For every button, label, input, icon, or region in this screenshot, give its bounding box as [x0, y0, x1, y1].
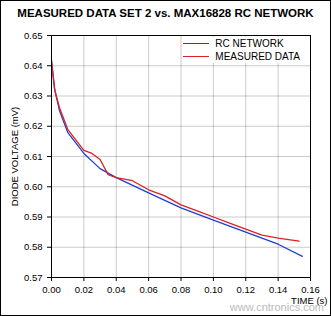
svg-text:0.62: 0.62	[24, 120, 43, 131]
svg-text:0.02: 0.02	[75, 284, 94, 295]
svg-text:0.59: 0.59	[24, 211, 43, 222]
svg-text:DIODE VOLTAGE (mV): DIODE VOLTAGE (mV)	[9, 107, 20, 206]
svg-text:0.08: 0.08	[172, 284, 191, 295]
svg-text:0.10: 0.10	[204, 284, 223, 295]
svg-text:0.12: 0.12	[237, 284, 256, 295]
svg-text:0.61: 0.61	[24, 151, 43, 162]
svg-text:0.63: 0.63	[24, 90, 43, 101]
svg-text:0.65: 0.65	[24, 30, 43, 41]
svg-text:0.60: 0.60	[24, 181, 43, 192]
svg-text:0.04: 0.04	[107, 284, 126, 295]
svg-text:0.58: 0.58	[24, 241, 43, 252]
svg-text:0.06: 0.06	[139, 284, 158, 295]
svg-text:0.64: 0.64	[24, 60, 43, 71]
svg-text:0.14: 0.14	[269, 284, 288, 295]
svg-text:0.57: 0.57	[24, 272, 43, 283]
svg-text:0.00: 0.00	[42, 284, 61, 295]
